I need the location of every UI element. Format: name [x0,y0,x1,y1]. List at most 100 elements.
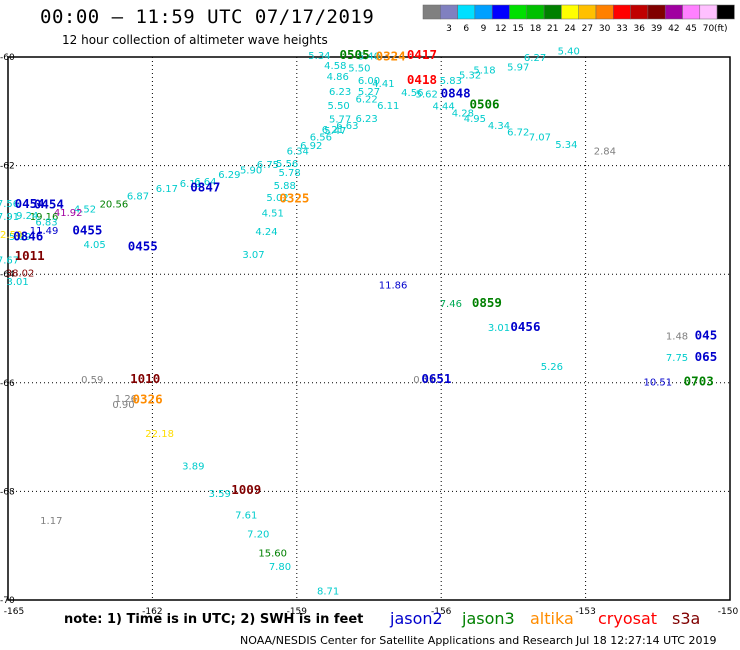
wave-height-label: 5.47 [324,126,346,137]
legend-tick-label: 3 [446,24,452,34]
wave-height-label: 4.44 [432,102,454,113]
wave-height-label: 5.56 [276,159,298,170]
pass-time-label: 0454 [15,196,45,211]
wave-height-label: 5.89 [9,232,31,243]
pass-time-label: 0418 [407,72,437,87]
wave-height-label: 1.17 [40,516,62,527]
legend-swatch [457,4,476,20]
wave-height-label: 7.80 [269,562,291,573]
legend-swatch [561,4,579,20]
chart-subtitle: 12 hour collection of altimeter wave hei… [62,33,328,47]
wave-height-label: 22.18 [145,429,174,440]
x-tick-label: -159 [287,607,308,617]
wave-height-label: 2.84 [594,147,616,158]
wave-height-label: 5.50 [328,101,350,112]
legend-swatch [422,4,441,20]
wave-height-label: 6.63 [336,121,358,132]
wave-height-label: 3.01 [6,277,28,288]
legend-swatch [595,4,614,20]
legend-tick-label: 70 [703,24,715,34]
chart-title: 00:00 – 11:59 UTC 07/17/2019 [40,6,375,28]
wave-height-label: 3.89 [182,462,204,473]
wave-height-label: 5.50 [348,64,370,75]
legend-swatch [543,4,562,20]
pass-time-label: 0456 [510,319,540,334]
satellite-label-s3a: s3a [672,609,701,628]
x-tick-label: -162 [142,607,162,617]
satellite-label-jason3: jason3 [462,609,515,628]
legend-unit: (ft) [714,24,728,34]
legend-tick-label: 9 [481,24,487,34]
wave-height-label: 6.23 [355,114,377,125]
axis-ticks: -165 -162 -159 -156 -153 -150 -60 -62 -64 -66 -68 -… [0,53,738,617]
satellite-label-jason2: jason2 [390,609,443,628]
pass-time-label: 0505 [340,47,370,62]
legend-swatch [682,4,701,20]
wave-height-label: 6.64 [194,177,216,188]
pass-time-label: 0651 [421,371,451,386]
legend-swatch [630,4,649,20]
wave-height-label: 4.56 [401,88,423,99]
wave-height-label: 6.22 [355,95,377,106]
wave-height-label: 7.91 [0,212,19,223]
wave-height-label: 4.95 [464,114,486,125]
pass-time-label: 0846 [13,229,43,244]
pass-time-label: 1009 [231,482,261,497]
wave-height-label: 6.29 [218,170,240,181]
wave-height-label: 3.07 [242,250,264,261]
legend-swatch [474,4,493,20]
wave-height-label: 7.61 [235,511,257,522]
wave-height-label: 6.56 [310,133,332,144]
wave-height-label: 11.86 [379,280,408,291]
grid [8,57,730,600]
pass-time-label: 0454 [34,196,64,211]
wave-height-label: 15.60 [258,549,287,560]
wave-height-label: 3.59 [209,489,231,500]
wave-height-label: 5.90 [240,166,262,177]
x-tick-label: -150 [718,607,739,617]
legend-tick-label: 36 [634,24,646,34]
wave-height-label: 6.00 [358,76,380,87]
satellite-label-altika: altika [530,609,574,628]
wave-height-label: 4.86 [327,72,349,83]
y-tick-label: -70 [0,596,15,606]
wave-height-label: 20.56 [100,199,129,210]
pass-time-label: 0506 [469,97,499,112]
legend-swatch [664,4,683,20]
wave-height-label: 7.56 [0,199,19,210]
legend-tick-label: 24 [564,24,576,34]
wave-height-label: 5.40 [358,52,380,63]
wave-height-label: 6.23 [329,87,351,98]
wave-height-label: 5.78 [278,168,300,179]
legend-swatch [699,4,718,20]
wave-height-label: 6.11 [180,179,202,190]
legend-tick-label: 45 [685,24,696,34]
plot-border [7,56,731,601]
y-tick-label: -60 [0,53,15,63]
footnote: note: 1) Time is in UTC; 2) SWH is in fe… [64,612,364,627]
pass-time-label: 1010 [130,371,160,386]
x-tick-label: -156 [431,607,452,617]
satellite-label-cryosat: cryosat [598,609,658,628]
wave-height-label: 19.16 [30,212,59,223]
legend-swatch [440,4,458,20]
wave-height-label: 6.72 [507,128,529,139]
pass-time-label: 0417 [407,47,437,62]
wave-height-label: 4.05 [84,240,106,251]
wave-height-label: 6.87 [127,191,149,202]
wave-height-label: 8.71 [317,587,339,598]
legend-swatch [613,4,631,20]
wave-height-label: 6.92 [300,141,322,152]
wave-height-label: 38.02 [6,268,35,279]
legend-swatch [526,4,545,20]
wave-height-label: 5.40 [558,46,580,57]
wave-height-label: 7.07 [529,133,551,144]
wave-height-label: 22.50 [0,230,22,241]
pass-time-label: 045 [695,327,718,342]
wave-height-label: 41.92 [54,208,83,219]
x-tick-label: -165 [4,607,24,617]
credit-line: NOAA/NESDIS Center for Satellite Applica… [240,634,574,647]
wave-height-label: 6.75 [257,160,279,171]
legend-swatch [509,4,528,20]
